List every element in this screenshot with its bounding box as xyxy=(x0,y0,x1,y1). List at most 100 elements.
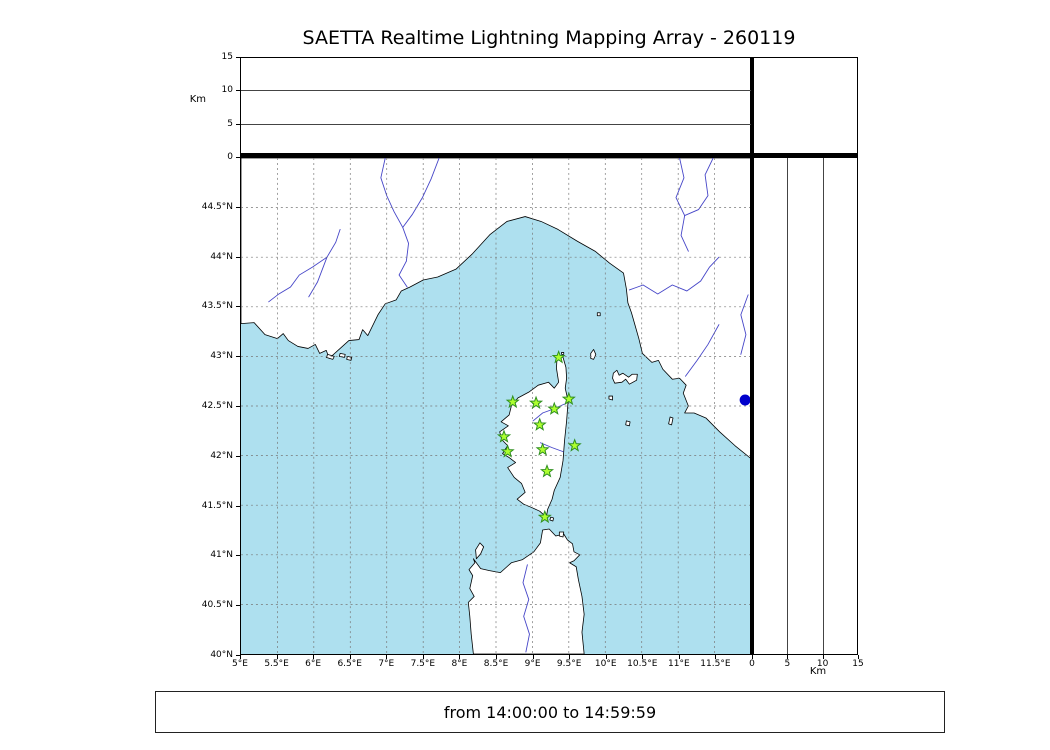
lon-tick xyxy=(276,655,278,659)
lat-tick-label: 41°N xyxy=(210,550,233,561)
lon-tick xyxy=(605,655,607,659)
porquerolles-island xyxy=(325,354,335,360)
lon-tick-label: 11.5°E xyxy=(700,659,731,669)
lat-tick-label: 42.5°N xyxy=(201,401,233,411)
station-star xyxy=(537,509,552,524)
km-tick-label: 10 xyxy=(816,659,829,669)
lon-tick-label: 6.5°E xyxy=(337,659,362,669)
lon-tick-label: 10°E xyxy=(594,659,617,669)
lon-tick xyxy=(532,655,534,659)
km-tick xyxy=(858,655,859,659)
altitude-gridline-v xyxy=(787,158,788,654)
river xyxy=(740,294,749,355)
km-tick xyxy=(787,655,789,659)
page-title: SAETTA Realtime Lightning Mapping Array … xyxy=(302,27,796,49)
altitude-axis-label-bottom: Km xyxy=(809,666,827,677)
km-tick-label: 5 xyxy=(784,659,791,669)
alt-tick xyxy=(236,123,240,125)
lon-tick-label: 7°E xyxy=(378,659,395,669)
lat-tick-label: 43.5°N xyxy=(201,301,233,312)
lon-tick xyxy=(569,655,571,659)
lat-tick xyxy=(236,256,240,258)
river xyxy=(308,256,328,298)
lon-tick xyxy=(240,655,241,659)
lat-tick xyxy=(236,655,240,656)
river xyxy=(532,403,565,422)
source-dot xyxy=(739,394,751,406)
lon-tick-label: 9°E xyxy=(524,659,541,669)
time-window-text: from 14:00:00 to 14:59:59 xyxy=(443,702,657,722)
river xyxy=(685,324,720,377)
lon-tick-label: 11°E xyxy=(668,659,690,669)
lat-tick xyxy=(236,505,240,507)
station-star xyxy=(535,442,550,456)
mainland-europe xyxy=(241,158,751,459)
river xyxy=(539,442,564,453)
lon-tick-label: 5°E xyxy=(232,659,248,669)
alt-tick-label: 5 xyxy=(227,118,233,129)
altitude-axis-label-left: Km xyxy=(189,94,206,105)
lat-tick-label: 44.5°N xyxy=(201,201,233,212)
pianosa-island xyxy=(608,395,613,401)
station-star xyxy=(539,464,555,478)
station-star xyxy=(567,438,582,452)
lat-tick xyxy=(236,605,240,607)
lat-tick xyxy=(236,206,240,208)
river xyxy=(675,158,689,252)
km-tick-label: 15 xyxy=(852,659,864,669)
giglio-island xyxy=(668,416,674,426)
station-star xyxy=(532,417,547,431)
altitude-longitude-panel xyxy=(240,57,752,157)
alt-tick-label: 0 xyxy=(227,152,233,162)
map-svg xyxy=(241,158,751,654)
altitude-histogram-panel xyxy=(752,57,858,157)
river xyxy=(628,256,720,295)
station-star xyxy=(551,350,566,364)
altitude-latitude-panel xyxy=(752,157,858,655)
station-star xyxy=(528,395,544,410)
grid-layer xyxy=(241,158,751,654)
lat-tick-label: 43°N xyxy=(210,351,233,362)
map-panel xyxy=(240,157,752,655)
lon-tick xyxy=(349,655,351,659)
panel-divider-horizontal xyxy=(240,153,858,157)
panel-divider-vertical xyxy=(750,57,754,655)
lat-tick-label: 42°N xyxy=(210,450,233,461)
station-star xyxy=(500,444,515,458)
lat-tick-label: 41.5°N xyxy=(201,500,233,511)
lon-tick-label: 8°E xyxy=(451,659,468,669)
lon-tick xyxy=(496,655,497,659)
giraglia-island xyxy=(561,352,565,355)
river xyxy=(398,260,408,288)
elba-island xyxy=(612,369,638,385)
alt-tick xyxy=(236,57,240,58)
river-layer xyxy=(268,158,749,653)
river xyxy=(268,228,341,303)
asinara-island xyxy=(475,542,485,560)
lat-tick xyxy=(236,455,240,457)
lon-tick-label: 9.5°E xyxy=(556,659,582,669)
lon-tick-label: 10.5°E xyxy=(627,659,658,669)
alt-tick-label: 15 xyxy=(221,52,233,62)
lon-tick xyxy=(715,655,717,659)
lat-tick xyxy=(236,555,240,557)
montecristo-island xyxy=(625,420,631,427)
time-window-box: from 14:00:00 to 14:59:59 xyxy=(155,691,945,733)
lat-tick-label: 44°N xyxy=(210,251,233,262)
alt-tick xyxy=(236,157,240,158)
river xyxy=(684,158,714,217)
km-tick xyxy=(822,655,824,659)
lon-tick-label: 5.5°E xyxy=(264,659,289,669)
lon-tick xyxy=(678,655,680,659)
port-cros-island xyxy=(338,353,346,358)
capraia-island xyxy=(590,349,597,360)
stations-layer xyxy=(496,350,582,524)
river xyxy=(522,564,530,653)
lon-tick xyxy=(642,655,644,659)
alt-tick-label: 10 xyxy=(221,85,233,96)
lavezzi-island xyxy=(549,516,554,522)
station-star xyxy=(496,429,512,443)
lon-tick-label: 7.5°E xyxy=(410,659,436,669)
km-tick xyxy=(752,655,753,659)
